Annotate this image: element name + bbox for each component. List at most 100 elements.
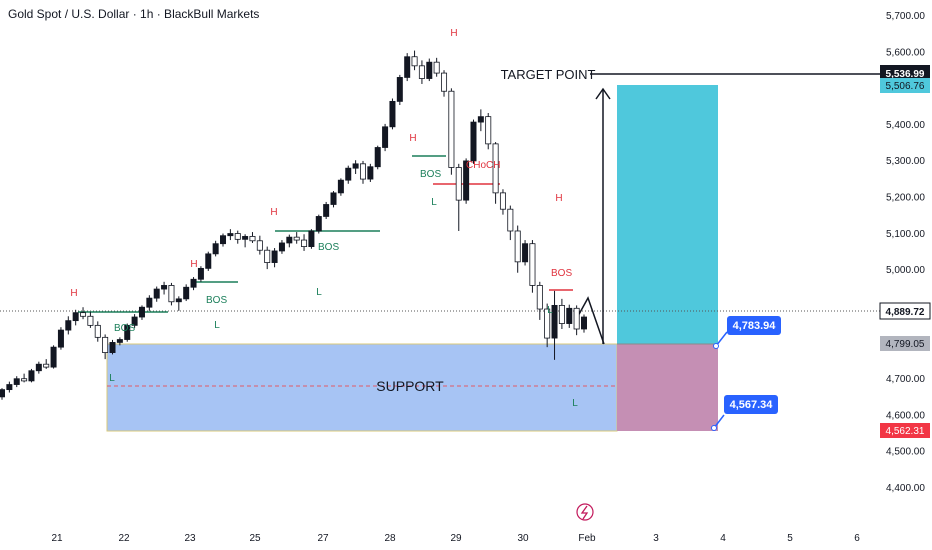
target-price-tag [880, 65, 930, 81]
candle-bullish [396, 77, 403, 102]
candle-bullish [522, 243, 529, 263]
candle-bullish [382, 126, 389, 148]
take-profit-zone [617, 85, 718, 344]
swing-high-label: H [450, 28, 457, 39]
candle-bullish [146, 297, 153, 308]
candle-bullish [161, 285, 168, 290]
callout-lower-anchor [711, 425, 717, 431]
swing-low-label: L [316, 287, 322, 298]
swing-low-label: L [109, 373, 115, 384]
candle-bullish [212, 243, 219, 255]
candle-bullish [389, 100, 396, 128]
candle-bullish [190, 278, 197, 288]
support-zone [106, 343, 618, 432]
candle-bearish [536, 285, 543, 310]
price-tick-label: 5,100.00 [886, 229, 925, 240]
candle-bullish [72, 312, 79, 322]
stop-price-value: 4,562.31 [886, 426, 925, 437]
candles [0, 50, 588, 400]
candle-bearish [492, 143, 499, 194]
candle-bearish [359, 163, 366, 180]
target-point-label: TARGET POINT [501, 67, 596, 82]
bos-label: BOS [420, 169, 441, 180]
price-tick-label: 5,400.00 [886, 120, 925, 131]
structure-labels: BOS BOS BOS BOS CHoCH BOS [114, 160, 572, 334]
swing-low-label: L [547, 305, 553, 316]
candle-bullish [205, 253, 212, 269]
candle-bearish [455, 167, 462, 201]
candle-bearish [529, 243, 536, 286]
swing-low-label: L [431, 197, 437, 208]
candle-bullish [175, 298, 182, 303]
candle-bullish [566, 307, 573, 324]
time-axis[interactable]: 21 22 23 25 27 28 29 30 Feb 3 4 5 6 [51, 533, 860, 544]
stop-loss-zone [617, 344, 718, 431]
callout-upper-anchor [713, 343, 719, 349]
candle-bullish [153, 288, 160, 299]
swing-high-label: H [409, 133, 416, 144]
candle-bullish [116, 339, 123, 343]
candle-bullish [477, 116, 484, 123]
target-arrow-head [595, 87, 611, 100]
time-tick-label: 27 [317, 533, 329, 544]
stop-price-tag [880, 423, 930, 438]
candle-bullish [470, 121, 477, 162]
candle-bearish [264, 249, 271, 263]
price-tick-label: 5,300.00 [886, 156, 925, 167]
callout-upper-box [727, 316, 781, 335]
chart-title: Gold Spot / U.S. Dollar · 1h · BlackBull… [8, 7, 260, 21]
price-tick-label: 5,700.00 [886, 11, 925, 22]
time-tick-label: 23 [184, 533, 196, 544]
candle-bearish [21, 378, 28, 382]
current-price-value: 4,889.72 [886, 307, 925, 318]
candle-bullish [426, 61, 433, 79]
candle-bullish [138, 306, 145, 318]
candle-bearish [301, 239, 308, 247]
swing-high-label: H [190, 259, 197, 270]
candle-bullish [463, 160, 470, 201]
bos-label: BOS [114, 323, 135, 334]
candle-bearish [499, 192, 506, 210]
choch-label: CHoCH [466, 160, 500, 171]
events-icon[interactable] [576, 503, 594, 521]
time-tick-label: 3 [653, 533, 659, 544]
time-tick-label: 28 [384, 533, 396, 544]
candle-bullish [227, 233, 234, 237]
candle-bullish [109, 342, 116, 353]
candle-bullish [323, 204, 330, 217]
candle-bearish [514, 230, 521, 263]
time-tick-label: 30 [517, 533, 529, 544]
candle-bullish [124, 324, 131, 340]
candle-bullish [0, 389, 5, 398]
candle-bullish [352, 163, 359, 169]
candle-bullish [50, 346, 57, 368]
entry-price-tag [880, 336, 930, 351]
candle-bullish [57, 329, 64, 348]
price-tick-label: 4,600.00 [886, 410, 925, 421]
candle-bullish [374, 147, 381, 168]
candle-bearish [234, 233, 241, 240]
swing-low-label: L [572, 398, 578, 409]
swing-labels: H H H H H H L L L L L L [70, 28, 578, 409]
candle-bullish [330, 192, 337, 205]
price-tick-label: 4,500.00 [886, 447, 925, 458]
candle-bearish [256, 240, 263, 251]
candle-bearish [448, 90, 455, 168]
candle-bullish [6, 384, 13, 391]
candle-bullish [220, 235, 227, 245]
time-tick-label: 4 [720, 533, 726, 544]
target-price-value: 5,536.99 [886, 69, 925, 80]
swing-low-label: L [214, 320, 220, 331]
current-price-tag [879, 302, 931, 320]
bos-label: BOS [551, 268, 572, 279]
candle-bullish [581, 316, 588, 330]
candle-bullish [367, 166, 374, 180]
price-axis-tags: 5,536.99 5,506.76 4,889.72 4,799.05 4,56… [879, 65, 931, 438]
candle-bearish [485, 116, 492, 145]
candle-bullish [345, 167, 352, 181]
time-tick-label: 25 [249, 533, 261, 544]
candle-bullish [404, 56, 411, 78]
candle-bearish [168, 285, 175, 303]
candle-bullish [271, 250, 278, 263]
